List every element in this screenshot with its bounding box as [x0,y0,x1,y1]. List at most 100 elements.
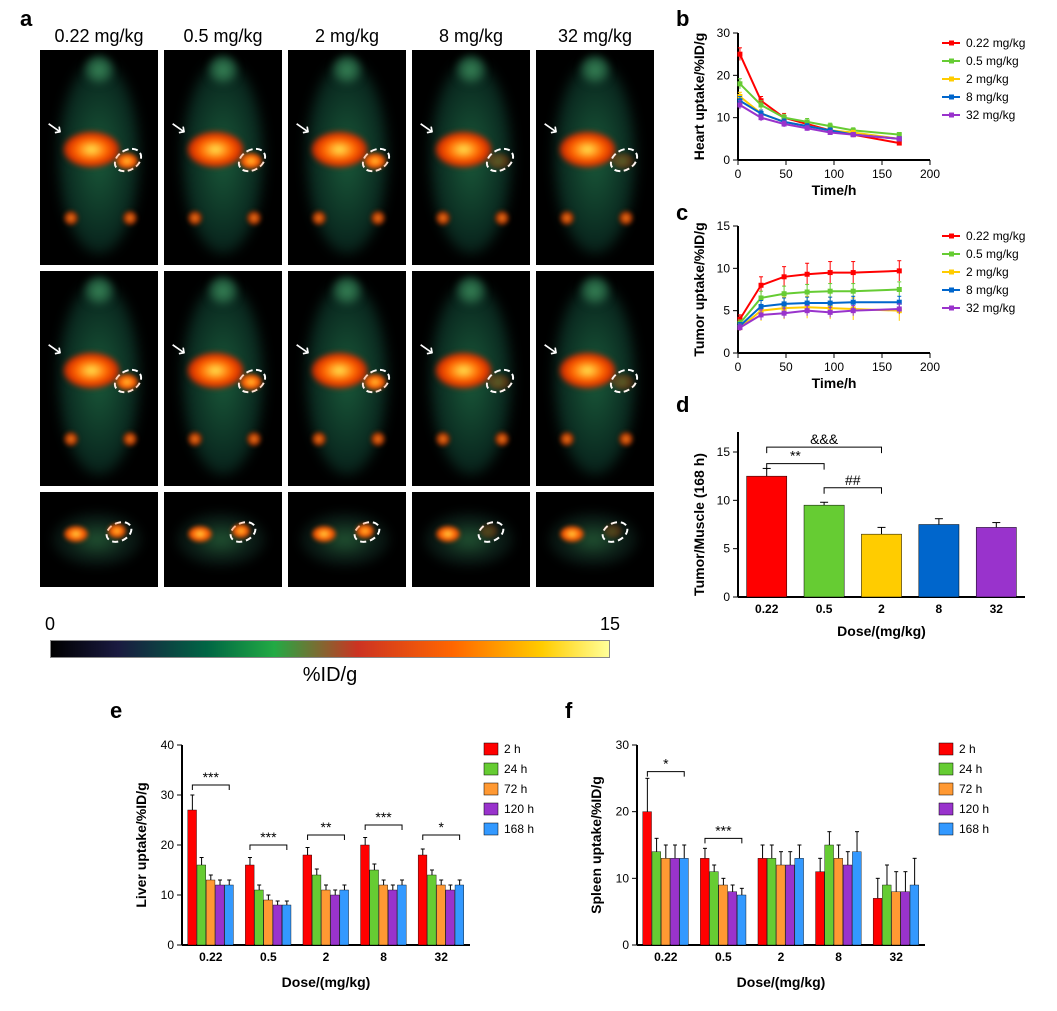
svg-text:2: 2 [878,602,885,616]
chart-liver-uptake: 0102030400.220.52832************2 h24 h7… [130,715,570,998]
svg-text:***: *** [715,822,732,838]
svg-text:10: 10 [717,261,731,275]
panel-e-label: e [110,698,122,724]
svg-text:120 h: 120 h [959,802,989,816]
svg-text:Tumor/Muscle (168 h): Tumor/Muscle (168 h) [691,453,707,596]
cbar-max: 15 [600,614,620,635]
svg-text:5: 5 [723,304,730,318]
chart-heart-uptake: 0501001502000102030Time/hHeart uptake/%I… [690,25,1035,203]
svg-text:8 mg/kg: 8 mg/kg [966,283,1009,297]
svg-text:***: *** [375,809,392,825]
svg-text:40: 40 [161,738,175,752]
svg-text:30: 30 [161,788,175,802]
svg-text:30: 30 [616,738,630,752]
svg-text:0.5: 0.5 [260,950,277,964]
svg-text:72 h: 72 h [959,782,982,796]
svg-text:72 h: 72 h [504,782,527,796]
dose-label: 2 mg/kg [288,26,406,47]
svg-text:8: 8 [835,950,842,964]
svg-text:Tumor uptake/%ID/g: Tumor uptake/%ID/g [691,222,707,356]
svg-text:##: ## [845,472,861,488]
svg-text:0.5 mg/kg: 0.5 mg/kg [966,54,1019,68]
dose-label: 0.5 mg/kg [164,26,282,47]
svg-text:15: 15 [717,219,731,233]
line-chart-svg: 050100150200051015Time/hTumor uptake/%ID… [690,218,1035,393]
svg-text:8: 8 [936,602,943,616]
svg-text:20: 20 [717,68,731,82]
scan-image: ↘ [40,50,158,265]
svg-text:8 mg/kg: 8 mg/kg [966,90,1009,104]
svg-text:0.22: 0.22 [199,950,223,964]
cbar-unit: %ID/g [50,664,610,687]
scan-image: ↘ [40,271,158,486]
svg-text:0.22: 0.22 [755,602,779,616]
svg-text:***: *** [203,769,220,785]
svg-text:*: * [438,819,444,835]
svg-text:32 mg/kg: 32 mg/kg [966,301,1015,315]
dose-label: 0.22 mg/kg [40,26,158,47]
svg-text:0: 0 [622,938,629,952]
svg-text:Spleen uptake/%ID/g: Spleen uptake/%ID/g [588,776,604,914]
svg-text:0.22 mg/kg: 0.22 mg/kg [966,229,1025,243]
panel-a-label: a [20,6,32,32]
scan-image [288,492,406,587]
svg-text:Dose/(mg/kg): Dose/(mg/kg) [837,623,926,639]
svg-text:8: 8 [380,950,387,964]
svg-text:0.5 mg/kg: 0.5 mg/kg [966,247,1019,261]
svg-text:2 h: 2 h [959,742,976,756]
svg-text:0: 0 [723,590,730,604]
svg-text:0: 0 [735,167,742,181]
svg-text:100: 100 [824,167,844,181]
svg-text:Dose/(mg/kg): Dose/(mg/kg) [737,974,826,990]
scan-image: ↘ [164,271,282,486]
scan-image: ↘ [412,50,530,265]
svg-text:Time/h: Time/h [812,375,857,391]
svg-text:Time/h: Time/h [812,182,857,198]
scan-image [536,492,654,587]
svg-text:32: 32 [435,950,449,964]
line-chart-svg: 0501001502000102030Time/hHeart uptake/%I… [690,25,1035,200]
svg-text:0.5: 0.5 [715,950,732,964]
svg-text:Heart uptake/%ID/g: Heart uptake/%ID/g [691,33,707,161]
panel-d-label: d [676,392,689,418]
scan-image: ↘ [288,271,406,486]
dose-label: 32 mg/kg [536,26,654,47]
svg-text:2 h: 2 h [504,742,521,756]
svg-text:0: 0 [167,938,174,952]
svg-text:2 mg/kg: 2 mg/kg [966,72,1009,86]
svg-text:24 h: 24 h [504,762,527,776]
chart-tumor-uptake: 050100150200051015Time/hTumor uptake/%ID… [690,218,1035,396]
svg-text:168 h: 168 h [959,822,989,836]
scan-image: ↘ [288,50,406,265]
grouped-bar-svg: 01020300.220.52832****2 h24 h72 h120 h16… [585,715,1025,995]
svg-text:32 mg/kg: 32 mg/kg [966,108,1015,122]
dose-label: 8 mg/kg [412,26,530,47]
svg-text:0.22 mg/kg: 0.22 mg/kg [966,36,1025,50]
svg-text:0.22: 0.22 [654,950,678,964]
svg-text:150: 150 [872,167,892,181]
svg-text:200: 200 [920,167,940,181]
svg-text:0: 0 [723,346,730,360]
svg-text:0: 0 [735,360,742,374]
figure-root: a b c d e f 0.22 mg/kg0.5 mg/kg2 mg/kg8 … [0,0,1057,1011]
scan-image [412,492,530,587]
svg-text:20: 20 [161,838,175,852]
svg-text:10: 10 [616,871,630,885]
svg-text:10: 10 [717,493,731,507]
svg-text:30: 30 [717,26,731,40]
cbar-min: 0 [45,614,55,635]
svg-text:20: 20 [616,805,630,819]
svg-text:***: *** [260,829,277,845]
svg-text:Liver uptake/%ID/g: Liver uptake/%ID/g [133,782,149,907]
svg-text:**: ** [790,448,801,464]
grouped-bar-svg: 0102030400.220.52832************2 h24 h7… [130,715,570,995]
scan-image [40,492,158,587]
svg-text:100: 100 [824,360,844,374]
svg-text:15: 15 [717,445,731,459]
svg-text:Dose/(mg/kg): Dose/(mg/kg) [282,974,371,990]
bar-chart-svg: 0510150.220.52832&&&**##Dose/(mg/kg)Tumo… [690,412,1035,642]
svg-text:&&&: &&& [810,431,839,447]
svg-text:2: 2 [323,950,330,964]
svg-text:32: 32 [890,950,904,964]
scan-image: ↘ [412,271,530,486]
